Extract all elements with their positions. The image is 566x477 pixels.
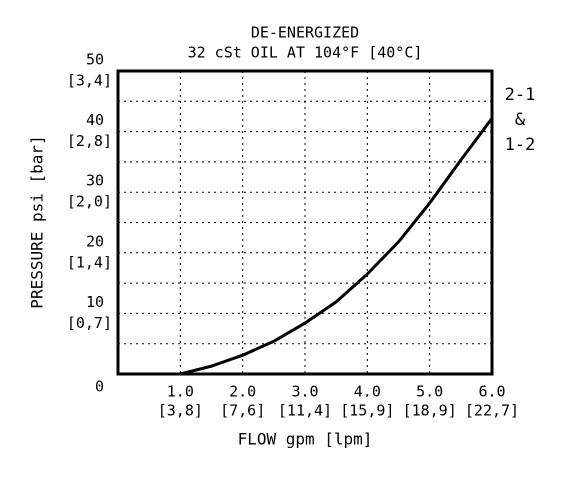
x-tick-label: 6.0	[478, 383, 505, 401]
curve	[118, 117, 494, 376]
y-tick-label: 40	[86, 111, 104, 129]
y-tick-label: 30	[86, 172, 104, 190]
x-tick-label: 4.0	[354, 383, 381, 401]
y-axis-label: PRESSURE psi [bar]	[28, 135, 47, 308]
chart-subtitle: 32 cSt OIL AT 104°F [40°C]	[188, 44, 423, 62]
x-tick-label: 1.0	[167, 383, 194, 401]
curve-label: 2-1	[505, 85, 536, 105]
x-tick-secondary-label: [22,7]	[465, 402, 519, 420]
curve-label: &	[515, 110, 526, 130]
y-tick-label: 20	[86, 232, 104, 250]
x-tick-secondary-label: [11,4]	[278, 402, 332, 420]
y-tick-label: 10	[86, 293, 104, 311]
x-tick-label: 3.0	[291, 383, 318, 401]
y-tick-secondary-label: [1,4]	[67, 253, 112, 271]
y-tick-secondary-label: [2,0]	[67, 193, 112, 211]
chart-title: DE-ENERGIZED	[251, 24, 359, 42]
y-tick-label: 0	[95, 378, 104, 396]
x-tick-secondary-label: [7,6]	[220, 402, 265, 420]
x-tick-secondary-label: [3,8]	[158, 402, 203, 420]
x-tick-label: 2.0	[229, 383, 256, 401]
plot-frame	[116, 69, 494, 376]
x-axis-label: FLOW gpm [lpm]	[238, 430, 373, 449]
y-tick-secondary-label: [0,7]	[67, 314, 112, 332]
x-tick-secondary-label: [15,9]	[340, 402, 394, 420]
curve-label: 1-2	[505, 135, 536, 155]
x-tick-label: 5.0	[416, 383, 443, 401]
x-tick-secondary-label: [18,9]	[403, 402, 457, 420]
y-tick-secondary-label: [3,4]	[67, 72, 112, 90]
y-tick-label: 50	[86, 51, 104, 69]
y-tick-secondary-label: [2,8]	[67, 132, 112, 150]
